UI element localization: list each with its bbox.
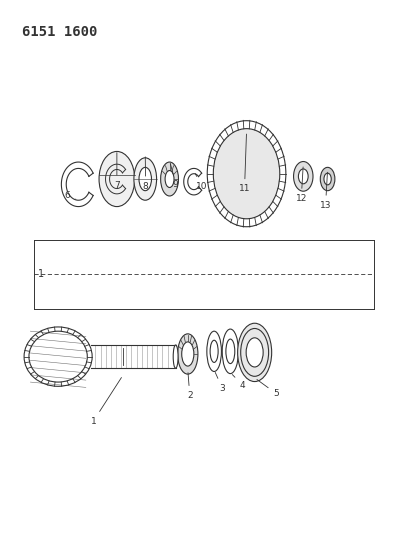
- Ellipse shape: [324, 173, 331, 185]
- Text: 7: 7: [114, 152, 120, 190]
- Ellipse shape: [134, 158, 157, 200]
- Ellipse shape: [213, 128, 280, 219]
- Ellipse shape: [99, 151, 135, 207]
- Circle shape: [240, 161, 244, 167]
- Text: 10: 10: [195, 174, 208, 191]
- Ellipse shape: [246, 338, 263, 367]
- Text: 8: 8: [143, 157, 149, 191]
- Text: 1: 1: [91, 377, 122, 425]
- Text: 2: 2: [187, 373, 193, 400]
- Ellipse shape: [139, 167, 151, 191]
- Ellipse shape: [237, 323, 272, 382]
- Ellipse shape: [177, 334, 198, 374]
- Text: 12: 12: [295, 167, 307, 203]
- Text: 1: 1: [38, 270, 44, 279]
- Ellipse shape: [165, 171, 174, 188]
- Text: 9: 9: [170, 163, 179, 189]
- Circle shape: [240, 181, 244, 186]
- Circle shape: [241, 166, 252, 181]
- Ellipse shape: [207, 120, 286, 227]
- Circle shape: [253, 171, 257, 176]
- Ellipse shape: [29, 331, 87, 382]
- Text: 13: 13: [320, 172, 331, 210]
- Text: 5: 5: [257, 379, 279, 398]
- Ellipse shape: [235, 158, 258, 190]
- Ellipse shape: [173, 345, 178, 368]
- Text: 4: 4: [232, 375, 245, 390]
- Text: 6151 1600: 6151 1600: [22, 25, 97, 39]
- Ellipse shape: [293, 161, 313, 191]
- Ellipse shape: [182, 342, 194, 366]
- Ellipse shape: [161, 162, 178, 196]
- Text: 11: 11: [239, 134, 250, 193]
- Text: 6: 6: [64, 191, 76, 200]
- Circle shape: [244, 170, 249, 177]
- Ellipse shape: [320, 167, 335, 191]
- Text: 3: 3: [215, 373, 225, 393]
- Ellipse shape: [298, 169, 308, 184]
